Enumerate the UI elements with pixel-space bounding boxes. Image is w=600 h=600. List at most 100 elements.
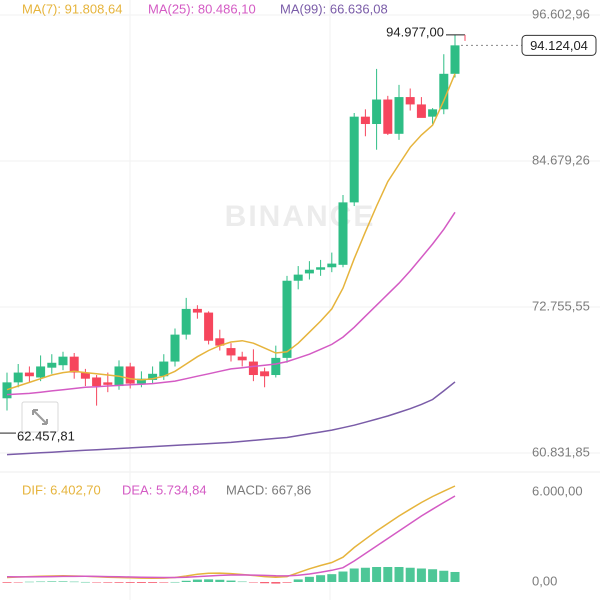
macd-bar [2, 581, 12, 583]
macd-bar [92, 581, 102, 583]
candle-body [316, 267, 326, 270]
macd-bar [439, 570, 449, 582]
low-marker-label: 62.457,81 [17, 429, 75, 444]
macd-bar [24, 581, 34, 583]
macd-bar [13, 581, 23, 583]
candle-body [338, 202, 348, 265]
candle-body [383, 99, 393, 134]
candle-body [237, 356, 247, 361]
macd-bar [316, 575, 326, 582]
macd-bar [69, 581, 79, 583]
line-series [6, 73, 456, 391]
macd-bar [125, 581, 135, 583]
macd-bar [372, 566, 382, 582]
candle-body [304, 269, 314, 274]
macd-bar [260, 581, 270, 584]
macd-bar [271, 581, 281, 584]
macd-bar [159, 581, 169, 583]
macd-bar [383, 566, 393, 582]
macd-bar [405, 567, 415, 582]
macd-bar [136, 581, 146, 583]
macd-bar [416, 568, 426, 582]
y-tick-label: 0,00 [532, 573, 557, 588]
last-price-box [521, 34, 597, 56]
line-series [6, 211, 456, 396]
macd-bar [282, 581, 292, 583]
candle-body [360, 116, 370, 125]
macd-bar [428, 569, 438, 582]
candle-body [372, 99, 382, 125]
candle-body [2, 382, 12, 399]
macd-bar [293, 579, 303, 582]
y-tick-label: 6.000,00 [532, 483, 583, 498]
candle-body [69, 356, 79, 373]
macd-bar [80, 581, 90, 583]
macd-bar [58, 581, 68, 582]
y-tick-label: 84.679,26 [532, 152, 590, 167]
candle-body [47, 362, 57, 368]
macd-bar [204, 579, 214, 582]
candle-body [349, 116, 359, 203]
candle-body [293, 274, 303, 281]
expand-icon[interactable] [21, 401, 59, 433]
candle-body [125, 366, 135, 384]
candle-body [271, 357, 281, 376]
macd-bar [338, 571, 348, 582]
legend-entry: MA(7): 91.808,64 [22, 1, 122, 16]
candle-body [170, 334, 180, 362]
watermark: BINANCE [225, 200, 376, 233]
candle-body [159, 361, 169, 377]
macd-bar [248, 581, 258, 583]
macd-bar [36, 581, 46, 583]
y-tick-label: 72.755,55 [532, 298, 590, 313]
candle-body [80, 372, 90, 379]
legend-entry: DIF: 6.402,70 [22, 482, 101, 497]
high-marker-label: 94.977,00 [386, 24, 444, 39]
legend-entry: MACD: 667,86 [226, 482, 311, 497]
candle-body [428, 109, 438, 117]
macd-bar [394, 566, 404, 582]
macd-bar [47, 581, 57, 582]
macd-bar [237, 581, 247, 583]
macd-bar [304, 576, 314, 582]
macd-bar [215, 579, 225, 582]
y-tick-label: 96.602,96 [532, 6, 590, 21]
legend-entry: MA(99): 66.636,08 [280, 1, 388, 16]
candle-body [405, 97, 415, 105]
candle-body [226, 348, 236, 356]
candle-body [450, 45, 460, 74]
macd-bar [327, 574, 337, 582]
candle-body [92, 377, 102, 387]
candle-body [248, 361, 258, 376]
macd-bar [450, 571, 460, 582]
candle-body [103, 382, 113, 385]
macd-bar [226, 580, 236, 582]
macd-bar [170, 581, 180, 583]
legend-entry: DEA: 5.734,84 [122, 482, 207, 497]
candle-body [192, 308, 202, 313]
candle-body [58, 356, 68, 366]
candle-body [439, 73, 449, 110]
macd-bar [103, 581, 113, 583]
macd-bar [360, 567, 370, 582]
candle-body [327, 263, 337, 268]
candle-body [394, 97, 404, 134]
candle-body [136, 378, 146, 384]
macd-bar [349, 568, 359, 582]
expand-glyph [32, 409, 48, 425]
candle-body [148, 373, 158, 380]
macd-bar [114, 581, 124, 583]
candle-body [36, 366, 46, 378]
candle-body [215, 338, 225, 346]
candle-body [181, 308, 191, 335]
macd-bar [148, 581, 158, 583]
macd-bar [192, 579, 202, 582]
line-series [6, 381, 456, 456]
legend-entry: MA(25): 80.486,10 [148, 1, 256, 16]
candle-body [24, 372, 34, 377]
line-series [6, 495, 456, 579]
candle-body [282, 280, 292, 358]
candle-body [416, 104, 426, 118]
macd-bar [181, 580, 191, 582]
